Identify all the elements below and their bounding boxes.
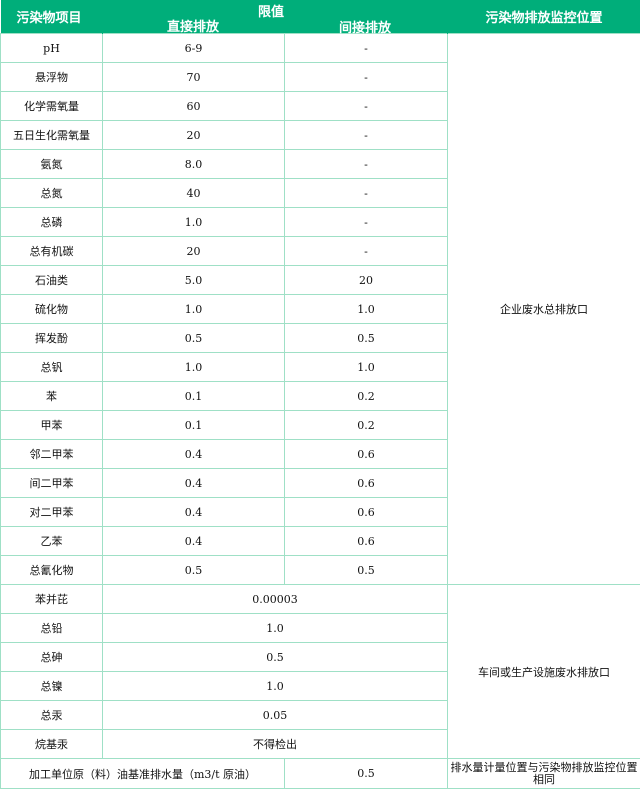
pollutant-name: 总有机碳	[1, 237, 103, 266]
header-direct: 直接排放	[167, 16, 219, 35]
pollutant-name: 总氰化物	[1, 556, 103, 585]
indirect-limit: 1.0	[285, 295, 448, 324]
indirect-limit: -	[285, 208, 448, 237]
indirect-limit: 0.2	[285, 382, 448, 411]
direct-limit: 0.4	[103, 469, 285, 498]
pollutant-name: 硫化物	[1, 295, 103, 324]
direct-limit: 0.1	[103, 411, 285, 440]
pollutant-name: 乙苯	[1, 527, 103, 556]
indirect-limit: 0.5	[285, 556, 448, 585]
direct-limit: 60	[103, 92, 285, 121]
pollutant-name: 总汞	[1, 701, 103, 730]
direct-limit: 0.5	[103, 556, 285, 585]
pollutant-name: 甲苯	[1, 411, 103, 440]
pollutant-name: 悬浮物	[1, 63, 103, 92]
indirect-limit: -	[285, 150, 448, 179]
indirect-limit: 0.6	[285, 440, 448, 469]
base-drainage-value: 0.5	[285, 759, 448, 789]
direct-limit: 1.0	[103, 295, 285, 324]
header-location: 污染物排放监控位置	[448, 0, 640, 34]
direct-limit: 8.0	[103, 150, 285, 179]
direct-limit: 0.1	[103, 382, 285, 411]
limit-value: 0.5	[103, 643, 448, 672]
pollutant-name: 总镍	[1, 672, 103, 701]
indirect-limit: 0.2	[285, 411, 448, 440]
direct-limit: 5.0	[103, 266, 285, 295]
direct-limit: 0.4	[103, 527, 285, 556]
direct-limit: 20	[103, 121, 285, 150]
direct-limit: 20	[103, 237, 285, 266]
direct-limit: 0.4	[103, 498, 285, 527]
pollutant-name: 对二甲苯	[1, 498, 103, 527]
pollutant-name: 氨氮	[1, 150, 103, 179]
pollutant-name: 总磷	[1, 208, 103, 237]
limit-value: 1.0	[103, 614, 448, 643]
indirect-limit: -	[285, 237, 448, 266]
pollutant-name: 总氮	[1, 179, 103, 208]
monitor-location: 排水量计量位置与污染物排放监控位置相同	[448, 759, 640, 789]
limit-value: 0.05	[103, 701, 448, 730]
pollutant-name: 石油类	[1, 266, 103, 295]
pollutant-name: 总铅	[1, 614, 103, 643]
pollutant-name: 邻二甲苯	[1, 440, 103, 469]
pollutant-name: 化学需氧量	[1, 92, 103, 121]
direct-limit: 0.5	[103, 324, 285, 353]
indirect-limit: -	[285, 34, 448, 63]
base-drainage-item: 加工单位原（料）油基准排水量（m3/t 原油）	[1, 759, 285, 789]
direct-limit: 1.0	[103, 353, 285, 382]
pollutant-name: 挥发酚	[1, 324, 103, 353]
indirect-limit: 0.5	[285, 324, 448, 353]
direct-limit: 40	[103, 179, 285, 208]
indirect-limit: -	[285, 63, 448, 92]
pollutant-name: 总钒	[1, 353, 103, 382]
direct-limit: 70	[103, 63, 285, 92]
header-limit: 限值 直接排放 间接排放	[103, 0, 448, 34]
monitor-location: 企业废水总排放口	[448, 34, 640, 585]
pollutant-name: 间二甲苯	[1, 469, 103, 498]
pollutant-name: 总砷	[1, 643, 103, 672]
indirect-limit: 0.6	[285, 469, 448, 498]
header-limit-label: 限值	[258, 1, 284, 20]
header-indirect: 间接排放	[339, 17, 391, 36]
limit-value: 0.00003	[103, 585, 448, 614]
limit-value: 不得检出	[103, 730, 448, 759]
indirect-limit: 20	[285, 266, 448, 295]
pollutant-name: pH	[1, 34, 103, 63]
indirect-limit: -	[285, 92, 448, 121]
monitor-location: 车间或生产设施废水排放口	[448, 585, 640, 759]
indirect-limit: -	[285, 121, 448, 150]
indirect-limit: 0.6	[285, 498, 448, 527]
direct-limit: 1.0	[103, 208, 285, 237]
limit-value: 1.0	[103, 672, 448, 701]
indirect-limit: -	[285, 179, 448, 208]
direct-limit: 0.4	[103, 440, 285, 469]
pollutant-name: 五日生化需氧量	[1, 121, 103, 150]
pollutant-name: 苯	[1, 382, 103, 411]
indirect-limit: 1.0	[285, 353, 448, 382]
indirect-limit: 0.6	[285, 527, 448, 556]
pollutant-name: 苯并芘	[1, 585, 103, 614]
header-row: 污染物项目 限值 直接排放 间接排放 污染物排放监控位置	[1, 0, 640, 34]
header-item: 污染物项目	[1, 0, 103, 34]
direct-limit: 6-9	[103, 34, 285, 63]
pollutant-name: 烷基汞	[1, 730, 103, 759]
